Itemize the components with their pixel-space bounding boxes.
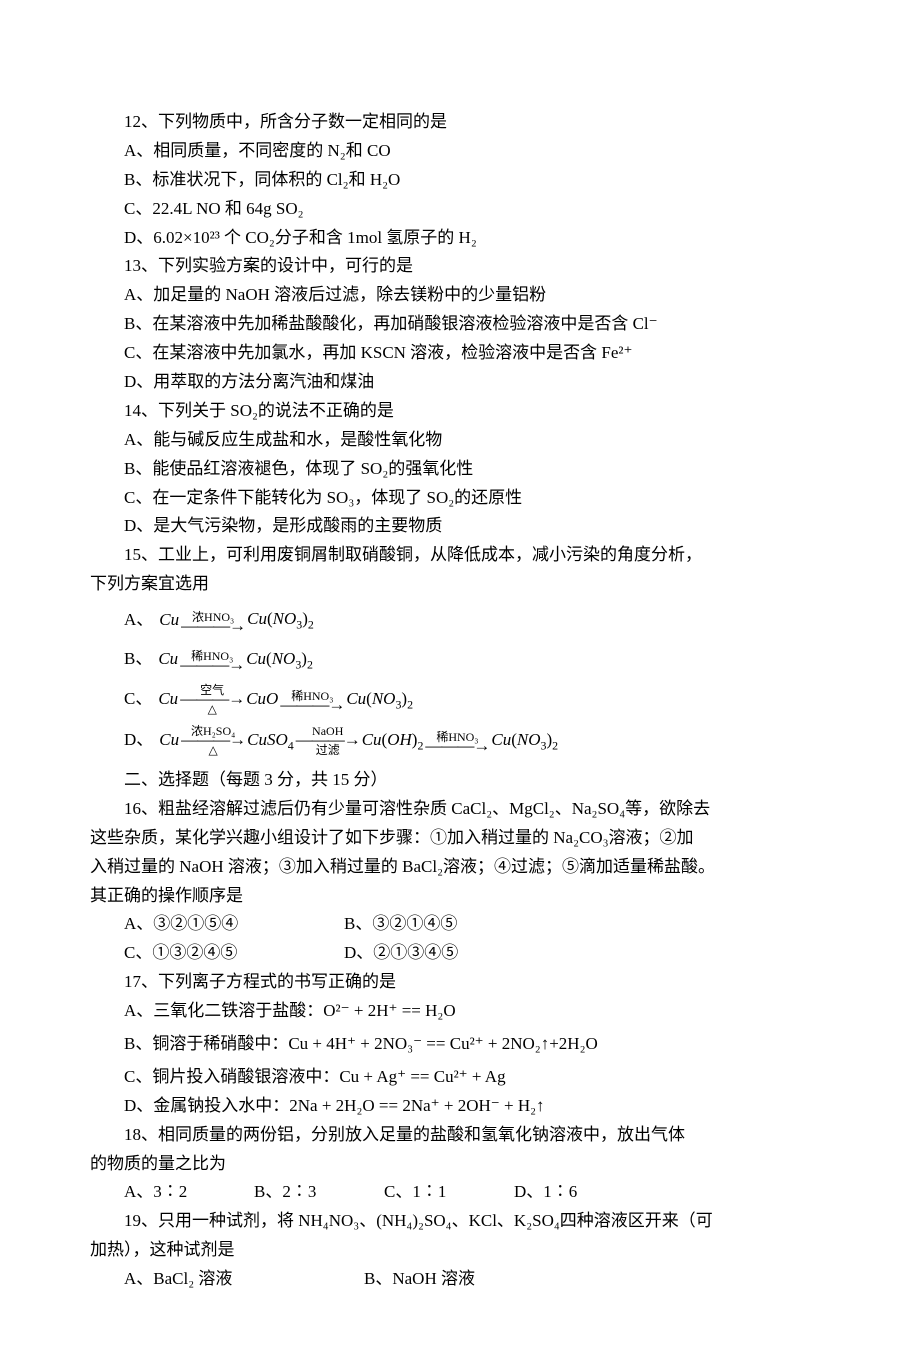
q15-c-p1: CuO xyxy=(246,685,278,714)
q13-opt-d: D、用萃取的方法分离汽油和煤油 xyxy=(90,368,830,397)
q19-stem-l1: 19、只用一种试剂，将 NH₄NO₃、(NH₄)₂SO₄、KCl、K₂SO₄四种… xyxy=(90,1207,830,1236)
q16-stem-l2: 这些杂质，某化学兴趣小组设计了如下步骤：①加入稍过量的 Na₂CO₃溶液；②加 xyxy=(90,824,830,853)
q15-c-p2: Cu(NO3)2 xyxy=(346,685,413,715)
q17-opt-c: C、铜片投入硝酸银溶液中：Cu + Ag⁺ == Cu²⁺ + Ag xyxy=(90,1063,830,1092)
q15-b-arrow: 稀HNO₃ ———→ xyxy=(180,650,244,669)
q16-opts-row2: C、①③②④⑤ D、②①③④⑤ xyxy=(90,939,830,968)
q17-stem: 17、下列离子方程式的书写正确的是 xyxy=(90,968,830,997)
q15-c-arrow1: 空气 ———→ △ xyxy=(180,684,244,715)
q12-stem: 12、下列物质中，所含分子数一定相同的是 xyxy=(90,108,830,137)
q15-a-arrow: 浓HNO₃ ———→ xyxy=(181,611,245,630)
q18-opt-c: C、1∶1 xyxy=(384,1178,514,1207)
q15-d-arrow3: 稀HNO₃ ———→ xyxy=(425,731,489,750)
q14-opt-d: D、是大气污染物，是形成酸雨的主要物质 xyxy=(90,512,830,541)
q15-d-p2: Cu(OH)2 xyxy=(362,726,424,756)
q16-opt-a: A、③②①⑤④ xyxy=(124,910,344,939)
q12-opt-b: B、标准状况下，同体积的 Cl₂和 H₂O xyxy=(90,166,830,195)
q15-stem-line2: 下列方案宜选用 xyxy=(90,570,830,599)
q15-c-c1bot: △ xyxy=(208,703,217,715)
q15-d-arrow2: NaOH ———→ 过滤 xyxy=(296,725,360,756)
q16-opts-row1: A、③②①⑤④ B、③②①④⑤ xyxy=(90,910,830,939)
q18-opt-b: B、2∶3 xyxy=(254,1178,384,1207)
q15-d-c1bot: △ xyxy=(209,744,218,756)
q14-stem: 14、下列关于 SO₂的说法不正确的是 xyxy=(90,397,830,426)
q17-opt-a: A、三氧化二铁溶于盐酸：O²⁻ + 2H⁺ == H₂O xyxy=(90,997,830,1026)
q14-opt-b: B、能使品红溶液褪色，体现了 SO₂的强氧化性 xyxy=(90,455,830,484)
q15-opt-c: C、 Cu 空气 ———→ △ CuO 稀HNO₃ ———→ Cu(NO3)2 xyxy=(90,684,830,715)
q15-b-p1: Cu(NO3)2 xyxy=(246,645,313,675)
q16-stem-l1: 16、粗盐经溶解过滤后仍有少量可溶性杂质 CaCl₂、MgCl₂、Na₂SO₄等… xyxy=(90,795,830,824)
q15-c-arrow2: 稀HNO₃ ———→ xyxy=(280,690,344,709)
q19-opt-b: B、NaOH 溶液 xyxy=(364,1265,475,1294)
q18-stem-l2: 的物质的量之比为 xyxy=(90,1150,830,1179)
q18-opt-d: D、1∶6 xyxy=(514,1178,577,1207)
q15-a-label: A、 xyxy=(124,606,153,635)
q15-c-r1: Cu xyxy=(158,685,178,714)
q12-opt-d: D、6.02×10²³ 个 CO₂分子和含 1mol 氢原子的 H₂ xyxy=(90,224,830,253)
q12-opt-a: A、相同质量，不同密度的 N₂和 CO xyxy=(90,137,830,166)
q13-opt-a: A、加足量的 NaOH 溶液后过滤，除去镁粉中的少量铝粉 xyxy=(90,281,830,310)
q15-a-p1: Cu(NO3)2 xyxy=(247,605,314,635)
q18-opt-a: A、3∶2 xyxy=(124,1178,254,1207)
q16-opt-c: C、①③②④⑤ xyxy=(124,939,344,968)
q17-opt-b: B、铜溶于稀硝酸中：Cu + 4H⁺ + 2NO₃⁻ == Cu²⁺ + 2NO… xyxy=(90,1030,830,1059)
q15-d-label: D、 xyxy=(124,726,153,755)
q17-opt-d: D、金属钠投入水中：2Na + 2H₂O == 2Na⁺ + 2OH⁻ + H₂… xyxy=(90,1092,830,1121)
q16-opt-b: B、③②①④⑤ xyxy=(344,910,457,939)
q14-opt-c: C、在一定条件下能转化为 SO₃，体现了 SO₂的还原性 xyxy=(90,484,830,513)
q16-stem-l3: 入稍过量的 NaOH 溶液；③加入稍过量的 BaCl₂溶液；④过滤；⑤滴加适量稀… xyxy=(90,853,830,882)
q15-stem-line1: 15、工业上，可利用废铜屑制取硝酸铜，从降低成本，减小污染的角度分析， xyxy=(90,541,830,570)
q15-b-label: B、 xyxy=(124,645,152,674)
q15-d-p3: Cu(NO3)2 xyxy=(491,726,558,756)
q15-d-arrow1: 浓H₂SO₄ ———→ △ xyxy=(181,725,245,756)
q19-opts: A、BaCl₂ 溶液 B、NaOH 溶液 xyxy=(90,1265,830,1294)
q15-opt-a: A、 Cu 浓HNO₃ ———→ Cu(NO3)2 xyxy=(90,605,830,635)
q15-d-p1: CuSO4 xyxy=(247,726,294,756)
q15-d-c2bot: 过滤 xyxy=(316,744,340,756)
q13-opt-c: C、在某溶液中先加氯水，再加 KSCN 溶液，检验溶液中是否含 Fe²⁺ xyxy=(90,339,830,368)
q15-a-r1: Cu xyxy=(159,606,179,635)
q15-b-r1: Cu xyxy=(158,645,178,674)
q16-stem-l4: 其正确的操作顺序是 xyxy=(90,882,830,911)
q15-d-r1: Cu xyxy=(159,726,179,755)
q15-c-label: C、 xyxy=(124,685,152,714)
q15-opt-b: B、 Cu 稀HNO₃ ———→ Cu(NO3)2 xyxy=(90,645,830,675)
q18-opts: A、3∶2 B、2∶3 C、1∶1 D、1∶6 xyxy=(90,1178,830,1207)
section2-heading: 二、选择题（每题 3 分，共 15 分） xyxy=(90,766,830,795)
q14-opt-a: A、能与碱反应生成盐和水，是酸性氧化物 xyxy=(90,426,830,455)
q15-opt-d: D、 Cu 浓H₂SO₄ ———→ △ CuSO4 NaOH ———→ 过滤 C… xyxy=(90,725,830,756)
q18-stem-l1: 18、相同质量的两份铝，分别放入足量的盐酸和氢氧化钠溶液中，放出气体 xyxy=(90,1121,830,1150)
q13-stem: 13、下列实验方案的设计中，可行的是 xyxy=(90,252,830,281)
q16-opt-d: D、②①③④⑤ xyxy=(344,939,458,968)
q19-stem-l2: 加热），这种试剂是 xyxy=(90,1236,830,1265)
q19-opt-a: A、BaCl₂ 溶液 xyxy=(124,1265,364,1294)
q13-opt-b: B、在某溶液中先加稀盐酸酸化，再加硝酸银溶液检验溶液中是否含 Cl⁻ xyxy=(90,310,830,339)
q12-opt-c: C、22.4L NO 和 64g SO₂ xyxy=(90,195,830,224)
